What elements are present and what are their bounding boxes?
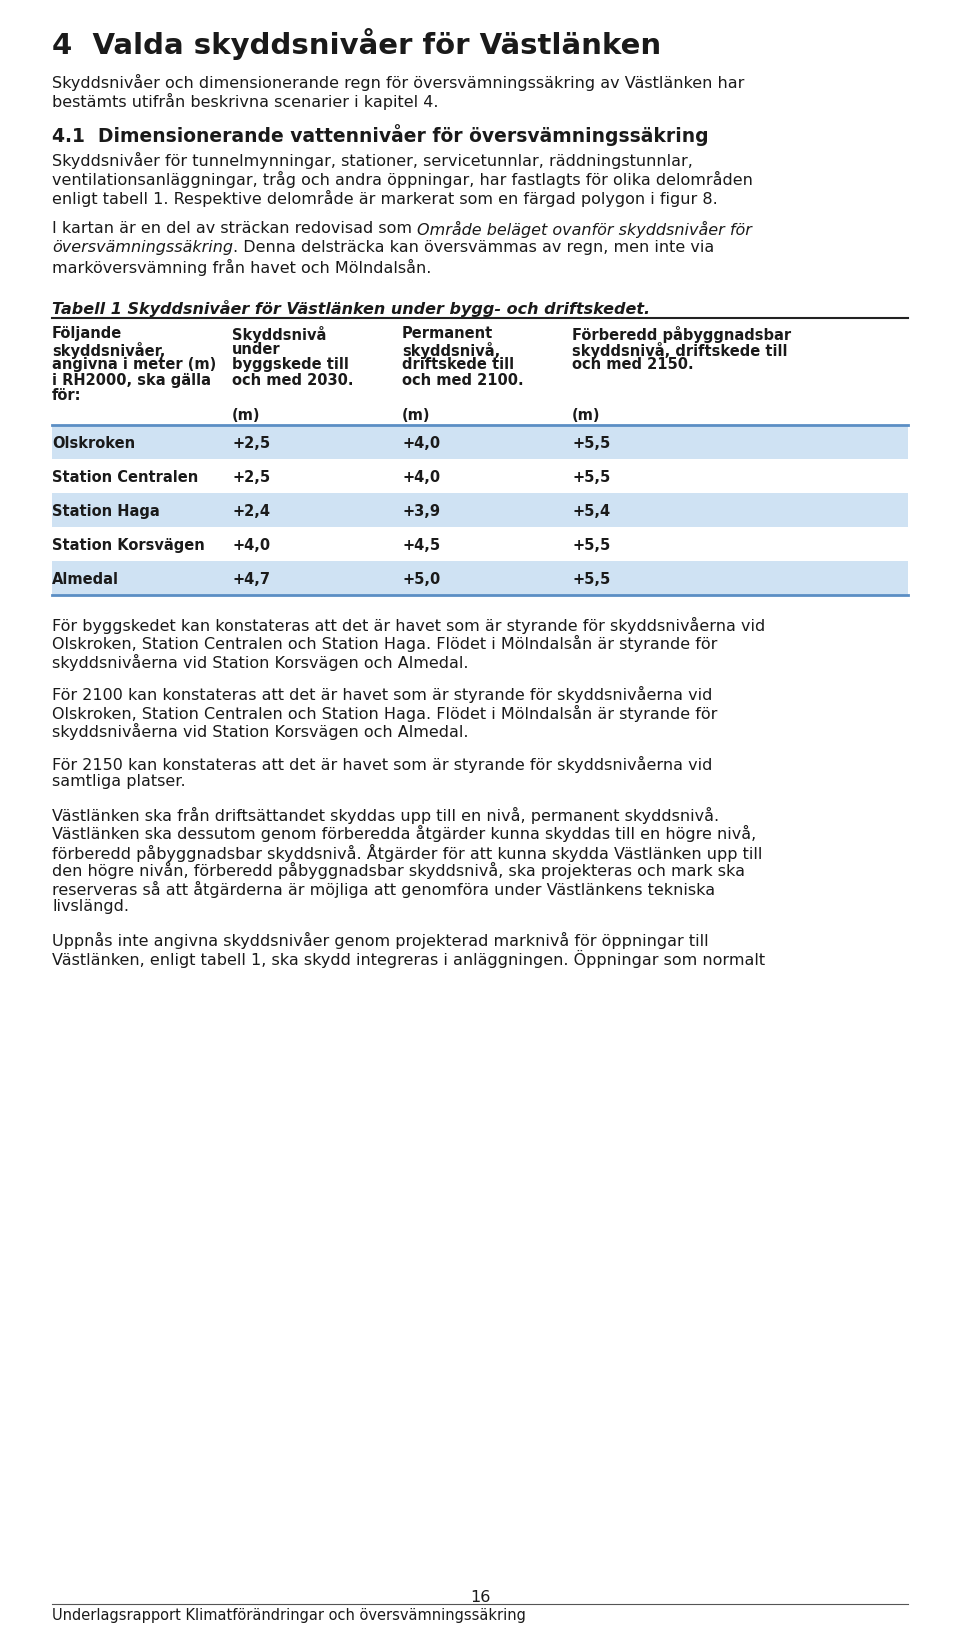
Text: Almedal: Almedal xyxy=(52,572,119,587)
Text: För 2100 kan konstateras att det är havet som är styrande för skyddsnivåerna vid: För 2100 kan konstateras att det är have… xyxy=(52,686,712,703)
Text: byggskede till: byggskede till xyxy=(232,356,348,373)
Text: angivna i meter (m): angivna i meter (m) xyxy=(52,356,216,373)
Text: Olskroken: Olskroken xyxy=(52,436,135,451)
Text: För byggskedet kan konstateras att det är havet som är styrande för skyddsnivåer: För byggskedet kan konstateras att det ä… xyxy=(52,616,765,634)
Text: Olskroken, Station Centralen och Station Haga. Flödet i Mölndalsån är styrande f: Olskroken, Station Centralen och Station… xyxy=(52,636,717,652)
Bar xyxy=(52,492,908,526)
Text: I kartan är en del av sträckan redovisad som: I kartan är en del av sträckan redovisad… xyxy=(52,221,418,235)
Text: +4,7: +4,7 xyxy=(232,572,270,587)
Text: skyddsnivåer,: skyddsnivåer, xyxy=(52,342,165,358)
Text: driftskede till: driftskede till xyxy=(402,356,515,373)
Text: skyddsnivåerna vid Station Korsvägen och Almedal.: skyddsnivåerna vid Station Korsvägen och… xyxy=(52,722,468,740)
Text: (m): (m) xyxy=(232,407,260,423)
Text: +5,4: +5,4 xyxy=(572,503,611,518)
Text: 4.1  Dimensionerande vattennivåer för översvämningssäkring: 4.1 Dimensionerande vattennivåer för öve… xyxy=(52,124,708,145)
Text: +5,5: +5,5 xyxy=(572,436,611,451)
Text: Skyddsnivå: Skyddsnivå xyxy=(232,327,326,343)
Text: +4,0: +4,0 xyxy=(232,538,270,552)
Text: Västlänken, enligt tabell 1, ska skydd integreras i anläggningen. Öppningar som : Västlänken, enligt tabell 1, ska skydd i… xyxy=(52,949,765,967)
Text: samtliga platser.: samtliga platser. xyxy=(52,775,185,789)
Text: ventilationsanläggningar, tråg och andra öppningar, har fastlagts för olika delo: ventilationsanläggningar, tråg och andra… xyxy=(52,172,753,188)
Text: (m): (m) xyxy=(402,407,430,423)
Text: Olskroken, Station Centralen och Station Haga. Flödet i Mölndalsån är styrande f: Olskroken, Station Centralen och Station… xyxy=(52,704,717,722)
Text: +4,5: +4,5 xyxy=(402,538,440,552)
Text: Station Korsvägen: Station Korsvägen xyxy=(52,538,204,552)
Text: och med 2030.: och med 2030. xyxy=(232,373,353,387)
Text: och med 2100.: och med 2100. xyxy=(402,373,523,387)
Text: Skyddsnivåer för tunnelmynningar, stationer, servicetunnlar, räddningstunnlar,: Skyddsnivåer för tunnelmynningar, statio… xyxy=(52,152,693,168)
Text: För 2150 kan konstateras att det är havet som är styrande för skyddsnivåerna vid: För 2150 kan konstateras att det är have… xyxy=(52,755,712,773)
Text: Västlänken ska dessutom genom förberedda åtgärder kunna skyddas till en högre ni: Västlänken ska dessutom genom förberedda… xyxy=(52,825,756,842)
Text: +5,5: +5,5 xyxy=(572,538,611,552)
Text: +2,5: +2,5 xyxy=(232,469,270,485)
Text: Tabell 1 Skyddsnivåer för Västlänken under bygg- och driftskedet.: Tabell 1 Skyddsnivåer för Västlänken und… xyxy=(52,301,650,317)
Text: den högre nivån, förberedd påbyggnadsbar skyddsnivå, ska projekteras och mark sk: den högre nivån, förberedd påbyggnadsbar… xyxy=(52,863,745,879)
Text: skyddsnivåerna vid Station Korsvägen och Almedal.: skyddsnivåerna vid Station Korsvägen och… xyxy=(52,654,468,670)
Text: i RH2000, ska gälla: i RH2000, ska gälla xyxy=(52,373,211,387)
Text: reserveras så att åtgärderna är möjliga att genomföra under Västlänkens tekniska: reserveras så att åtgärderna är möjliga … xyxy=(52,881,715,897)
Text: för:: för: xyxy=(52,387,82,404)
Text: skyddsnivå,: skyddsnivå, xyxy=(402,342,500,358)
Text: 16: 16 xyxy=(469,1590,491,1605)
Text: +5,5: +5,5 xyxy=(572,572,611,587)
Text: Station Haga: Station Haga xyxy=(52,503,159,518)
Text: Uppnås inte angivna skyddsnivåer genom projekterad marknivå för öppningar till: Uppnås inte angivna skyddsnivåer genom p… xyxy=(52,931,708,948)
Text: enligt tabell 1. Respektive delområde är markerat som en färgad polygon i figur : enligt tabell 1. Respektive delområde är… xyxy=(52,190,718,208)
Bar xyxy=(52,425,908,459)
Text: +5,5: +5,5 xyxy=(572,469,611,485)
Text: bestämts utifrån beskrivna scenarier i kapitel 4.: bestämts utifrån beskrivna scenarier i k… xyxy=(52,93,439,109)
Bar xyxy=(52,526,908,560)
Text: Underlagsrapport Klimatförändringar och översvämningssäkring: Underlagsrapport Klimatförändringar och … xyxy=(52,1608,526,1623)
Text: Skyddsnivåer och dimensionerande regn för översvämningssäkring av Västlänken har: Skyddsnivåer och dimensionerande regn fö… xyxy=(52,74,744,92)
Text: +4,0: +4,0 xyxy=(402,469,440,485)
Text: under: under xyxy=(232,342,280,356)
Text: skyddsnivå, driftskede till: skyddsnivå, driftskede till xyxy=(572,342,787,358)
Text: Station Centralen: Station Centralen xyxy=(52,469,199,485)
Text: +2,4: +2,4 xyxy=(232,503,270,518)
Text: översvämningssäkring: översvämningssäkring xyxy=(52,240,233,255)
Text: Permanent: Permanent xyxy=(402,327,493,342)
Text: förberedd påbyggnadsbar skyddsnivå. Åtgärder för att kunna skydda Västlänken upp: förberedd påbyggnadsbar skyddsnivå. Åtgä… xyxy=(52,843,762,861)
Text: marköversvämning från havet och Mölndalsån.: marköversvämning från havet och Mölndals… xyxy=(52,260,431,276)
Bar xyxy=(52,560,908,595)
Text: +3,9: +3,9 xyxy=(402,503,440,518)
Text: +4,0: +4,0 xyxy=(402,436,440,451)
Text: Följande: Följande xyxy=(52,327,122,342)
Text: Område beläget ovanför skyddsnivåer för: Område beläget ovanför skyddsnivåer för xyxy=(418,221,752,239)
Text: (m): (m) xyxy=(572,407,601,423)
Text: . Denna delsträcka kan översvämmas av regn, men inte via: . Denna delsträcka kan översvämmas av re… xyxy=(233,240,714,255)
Text: Västlänken ska från driftsättandet skyddas upp till en nivå, permanent skyddsniv: Västlänken ska från driftsättandet skydd… xyxy=(52,807,719,824)
Text: Förberedd påbyggnadsbar: Förberedd påbyggnadsbar xyxy=(572,327,791,343)
Text: +2,5: +2,5 xyxy=(232,436,270,451)
Text: livslängd.: livslängd. xyxy=(52,899,129,913)
Text: och med 2150.: och med 2150. xyxy=(572,356,694,373)
Text: +5,0: +5,0 xyxy=(402,572,441,587)
Text: 4  Valda skyddsnivåer för Västlänken: 4 Valda skyddsnivåer för Västlänken xyxy=(52,28,661,60)
Bar xyxy=(52,459,908,492)
